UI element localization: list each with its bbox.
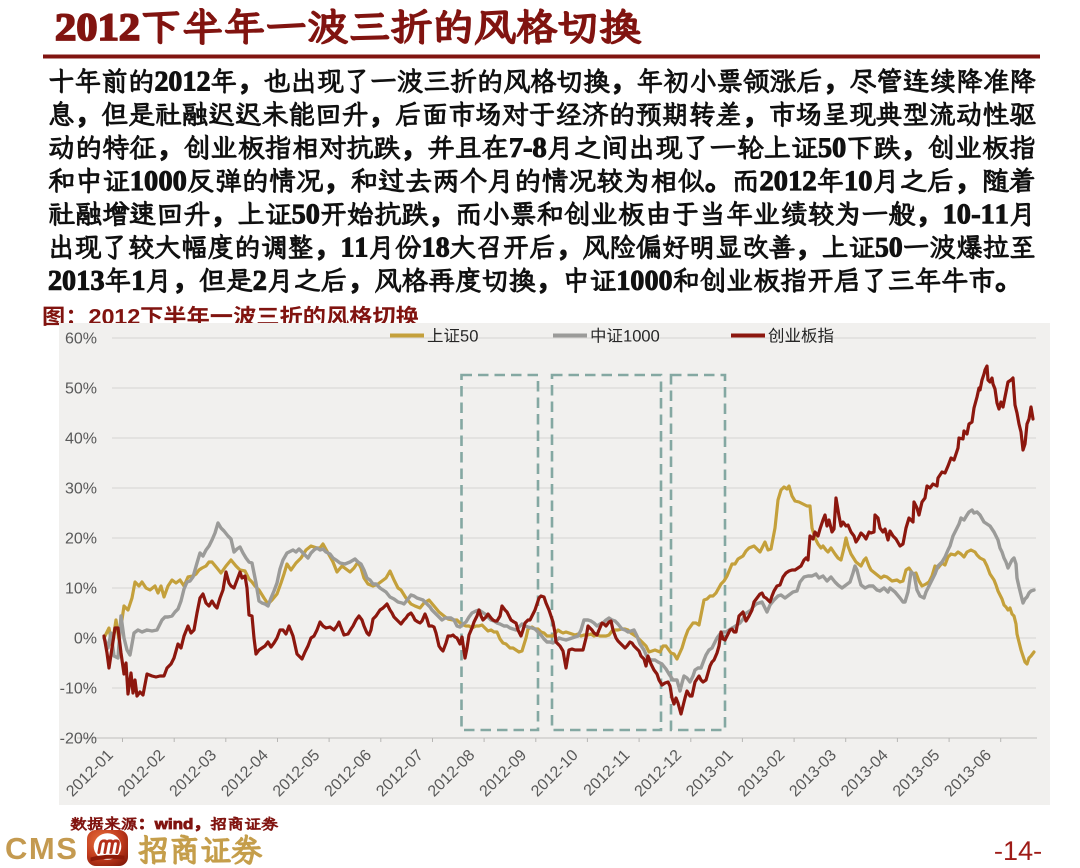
svg-text:40%: 40% [65,431,97,448]
svg-text:60%: 60% [65,331,97,348]
svg-text:30%: 30% [65,481,97,498]
svg-text:-20%: -20% [60,731,97,748]
svg-text:CMS: CMS [5,831,78,866]
svg-text:50%: 50% [65,381,97,398]
svg-text:-10%: -10% [60,681,97,698]
svg-text:20%: 20% [65,531,97,548]
svg-text:10%: 10% [65,581,97,598]
svg-text:0%: 0% [74,631,97,648]
